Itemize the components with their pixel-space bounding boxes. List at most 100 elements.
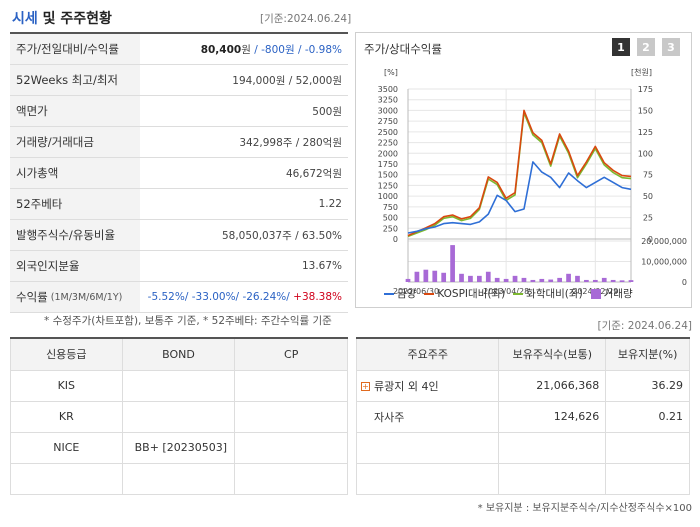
holders-reference-date: [기준: 2024.06.24] [597, 320, 692, 332]
x-tick-label: 2023/04/28 [483, 287, 529, 296]
price-chart: [%] [천원] 0250500750100012501500175020002… [378, 67, 687, 296]
volume-bar [512, 275, 518, 282]
return-values: -5.52%/ -33.00%/ -26.24%/ +38.38% [147, 291, 342, 303]
col-header-shares: 보유주식수(보통) [498, 337, 607, 371]
y-left-tick-label: 2250 [378, 139, 398, 148]
reference-date: [기준:2024.06.24] [260, 13, 352, 25]
volume-bar [450, 245, 455, 282]
major-holders-table: 주요주주 보유주식수(보통) 보유지분(%) + 류광지 외 4인 21,066,… [355, 337, 690, 495]
y-left-tick-label: 3250 [378, 96, 398, 105]
volume-bar [592, 279, 598, 282]
y-right-tick-label: 25 [643, 214, 653, 223]
legend-item-geumyang[interactable]: 금양 [384, 286, 416, 301]
market-info-table: 주가/전일대비/수익률 80,400원 / -800원 / -0.98% 52W… [10, 32, 348, 313]
y-left-tick-label: 1250 [378, 181, 398, 190]
volume-tick-label: 10,000,000 [641, 258, 687, 267]
volume-bar [601, 277, 607, 282]
volume-bar [530, 279, 536, 282]
y-right-tick-label: 0 [648, 235, 653, 244]
table-row: 자사주 124,626 0.21 [355, 400, 690, 433]
legend-item-volume[interactable]: 거래량 [590, 286, 633, 301]
y-right-tick-label: 100 [638, 149, 653, 158]
holder-name[interactable]: 류광지 외 4인 [374, 379, 439, 393]
col-header-bond: BOND [121, 337, 236, 371]
table-row: KR [10, 400, 348, 433]
beta-row: 52주베타 1.22 [10, 189, 348, 220]
series-line [407, 161, 632, 234]
volume-bar [485, 271, 491, 282]
y-left-tick-label: 2750 [378, 117, 398, 126]
volume-bar [494, 277, 500, 282]
volume-bar [423, 269, 429, 282]
return-row: 수익률 (1M/3M/6M/1Y) -5.52%/ -33.00%/ -26.24… [10, 282, 348, 313]
volume-row: 거래량/거래대금 342,998주 / 280억원 [10, 127, 348, 158]
y-right-tick-label: 75 [643, 171, 653, 180]
foreign-ratio-row: 외국인지분율 13.67% [10, 251, 348, 282]
y-right-tick-label: 175 [638, 85, 653, 94]
col-header-cp: CP [234, 337, 348, 371]
y-right-tick-label: 50 [643, 192, 653, 201]
left-unit-label: [%] [384, 68, 398, 77]
section-title: 시세 및 주주현황 [12, 11, 112, 27]
volume-bar [468, 275, 473, 282]
chart-title: 주가/상대수익률 [364, 42, 442, 56]
col-header-holder: 주요주주 [355, 337, 500, 371]
y-left-tick-label: 3500 [378, 85, 398, 94]
x-tick-label: 2022/06/30 [393, 287, 439, 296]
holder-name: 자사주 [355, 400, 500, 433]
y-left-tick-label: 1750 [378, 160, 398, 169]
y-left-tick-label: 1000 [378, 192, 398, 201]
col-header-pct: 보유지분(%) [605, 337, 690, 371]
volume-bar [548, 279, 554, 282]
row-label: 주가/전일대비/수익률 [10, 34, 140, 64]
chart-legend: 금양 KOSPI대비(좌) 화학대비(좌) 거래량 [384, 286, 633, 301]
period-button-2[interactable]: 2 [637, 38, 655, 56]
y-left-tick-label: 1500 [378, 171, 398, 180]
col-header-rating: 신용등급 [10, 337, 123, 371]
volume-bar [539, 278, 545, 282]
volume-bar [521, 277, 527, 282]
legend-item-chemical[interactable]: 화학대비(좌) [513, 286, 583, 301]
legend-item-kospi[interactable]: KOSPI대비(좌) [424, 286, 505, 301]
period-button-1[interactable]: 1 [612, 38, 630, 56]
y-left-tick-label: 0 [393, 235, 398, 244]
table-row [10, 462, 348, 495]
market-note: * 수정주가(차트포함), 보통주 기준, * 52주베타: 주간수익률 기준 [44, 315, 332, 327]
shares-row: 발행주식수/유동비율 58,050,037주 / 63.50% [10, 220, 348, 251]
volume-tick-label: 20,000,000 [641, 237, 687, 246]
table-row: + 류광지 외 4인 21,066,368 36.29 [355, 369, 690, 402]
volume-bar [610, 279, 616, 282]
expand-icon[interactable]: + [361, 382, 370, 391]
right-unit-label: [천원] [631, 67, 652, 77]
volume-tick-label: 0 [682, 278, 687, 287]
volume-bar [477, 275, 482, 282]
volume-bar [405, 278, 411, 282]
table-row: NICE BB+ [20230503] [10, 431, 348, 464]
period-button-3[interactable]: 3 [662, 38, 680, 56]
y-right-tick-label: 150 [638, 106, 653, 115]
y-left-tick-label: 750 [383, 203, 398, 212]
table-row [355, 431, 690, 464]
y-left-tick-label: 250 [383, 224, 398, 233]
holders-note: * 보유지분 : 보유지분주식수/지수산정주식수×100 [477, 503, 692, 514]
52week-row: 52Weeks 최고/최저 194,000원 / 52,000원 [10, 65, 348, 96]
y-left-tick-label: 3000 [378, 106, 398, 115]
volume-bar [459, 273, 464, 282]
volume-bar [557, 277, 562, 282]
volume-bar [414, 271, 420, 282]
market-cap-row: 시가총액 46,672억원 [10, 158, 348, 189]
y-left-tick-label: 2000 [378, 149, 398, 158]
y-left-tick-label: 500 [383, 214, 398, 223]
volume-bar [584, 279, 589, 282]
volume-bar [628, 280, 634, 282]
volume-bar [503, 278, 509, 282]
price-value: 80,400원 / -800원 / -0.98% [200, 43, 342, 56]
volume-bar [619, 280, 625, 282]
par-value-row: 액면가 500원 [10, 96, 348, 127]
price-row: 주가/전일대비/수익률 80,400원 / -800원 / -0.98% [10, 34, 348, 65]
volume-bar [441, 272, 447, 282]
table-row: KIS [10, 369, 348, 402]
table-row [355, 462, 690, 495]
y-right-tick-label: 125 [638, 128, 653, 137]
credit-rating-table: 신용등급 BOND CP KIS KR NICE BB+ [20230503] [10, 337, 348, 495]
